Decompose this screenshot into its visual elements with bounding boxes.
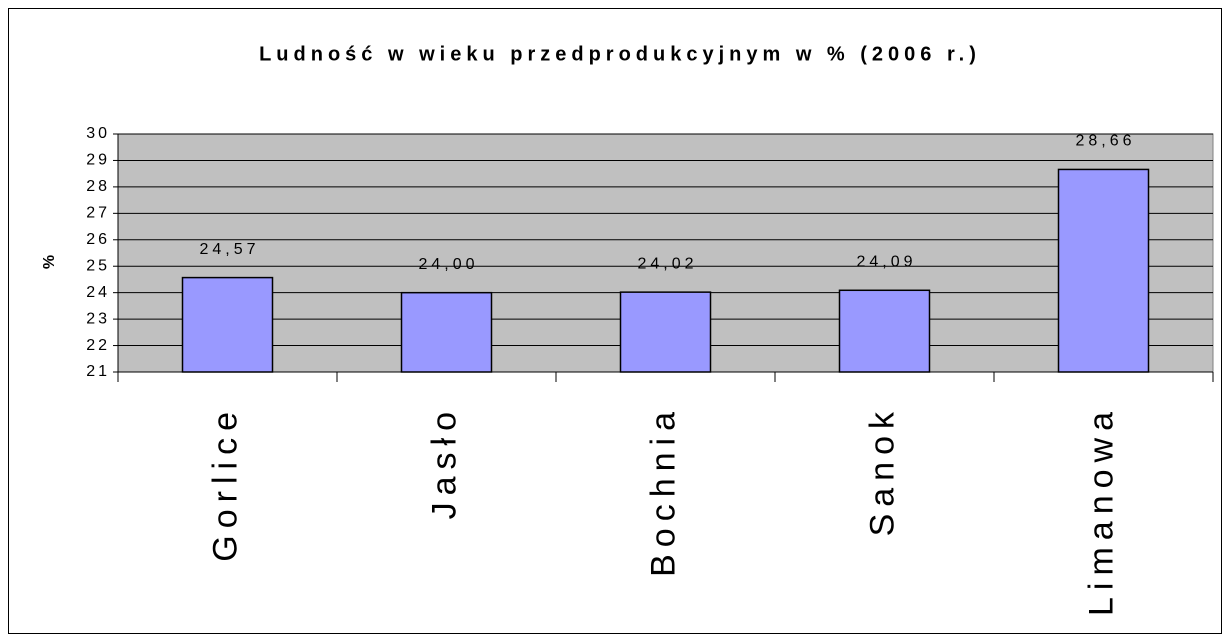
value-label: 24,00 [418,256,478,273]
x-tick-label: Sanok [863,405,901,536]
bar [1057,168,1150,373]
y-tick-label: 28 [86,178,110,195]
y-axis-label: % [41,255,58,269]
y-tick-label: 27 [86,205,110,222]
y-tick-label: 29 [86,152,110,169]
y-tick-label: 21 [86,363,110,380]
x-tick-label: Bochnia [644,405,682,577]
value-label: 28,66 [1075,133,1135,150]
y-tick-label: 24 [86,284,110,301]
y-tick-label: 26 [86,231,110,248]
bar [181,276,274,373]
x-tick-label: Limanowa [1082,405,1120,616]
y-tick-label: 25 [86,257,110,274]
value-label: 24,02 [637,255,697,272]
y-tick-label: 22 [86,337,110,354]
y-tick-label: 30 [86,125,110,142]
chart-title: Ludność w wieku przedprodukcyjnym w % (2… [259,43,981,65]
x-tick-label: Jasło [425,405,463,519]
value-label: 24,09 [856,254,916,271]
value-label: 24,57 [199,241,259,258]
bar [619,291,712,373]
y-tick-label: 23 [86,310,110,327]
x-tick-label: Gorlice [206,405,244,562]
bar [400,291,493,373]
bar [838,289,931,373]
